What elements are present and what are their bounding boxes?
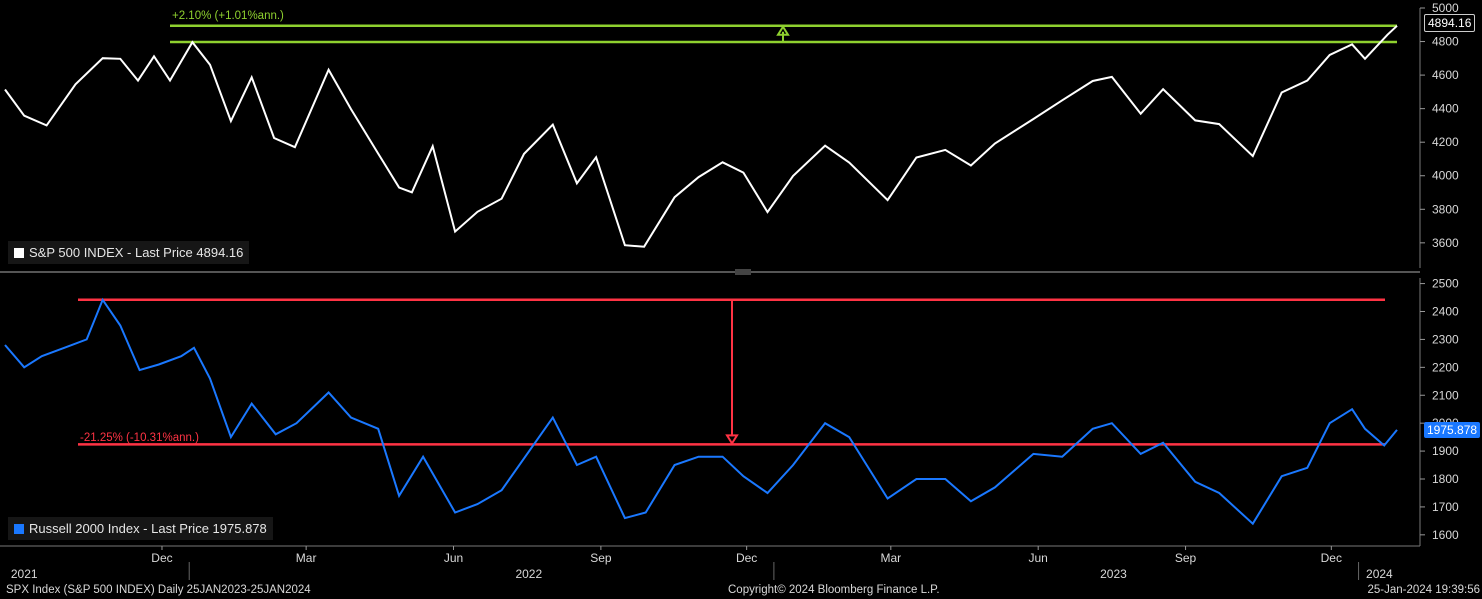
russell-ytick-label: 2300 <box>1432 332 1459 346</box>
sp500-legend: S&P 500 INDEX - Last Price 4894.16 <box>8 241 250 264</box>
russell-ytick-label: 2100 <box>1432 388 1459 402</box>
russell-ytick-label: 2400 <box>1432 305 1459 319</box>
sp500-annotation: +2.10% (+1.01%ann.) <box>172 10 284 22</box>
russell-arrow-head <box>725 434 739 446</box>
sp500-ytick-label: 5000 <box>1432 1 1459 15</box>
x-month-label: Dec <box>736 551 757 565</box>
russell-last-price-tag: 1975.878 <box>1424 422 1481 438</box>
sp500-ytick-label: 4200 <box>1432 135 1459 149</box>
sp500-ytick-label: 4000 <box>1432 169 1459 183</box>
russell-ytick-label: 1800 <box>1432 472 1459 486</box>
x-month-label: Sep <box>1175 551 1197 565</box>
x-month-label: Mar <box>880 551 901 565</box>
x-month-label: Sep <box>590 551 612 565</box>
x-month-label: Jun <box>444 551 463 565</box>
russell-ytick-label: 1700 <box>1432 500 1459 514</box>
footer-copyright: Copyright© 2024 Bloomberg Finance L.P. <box>728 584 940 596</box>
russell-ytick-label: 2200 <box>1432 360 1459 374</box>
sp500-ytick-label: 4800 <box>1432 35 1459 49</box>
russell-ytick-label: 1600 <box>1432 528 1459 542</box>
sp500-ytick-label: 3800 <box>1432 202 1459 216</box>
pane-divider-handle[interactable] <box>735 269 751 275</box>
footer-timestamp: 25-Jan-2024 19:39:56 <box>1367 584 1480 596</box>
russell2000-price-line <box>4 297 1398 526</box>
russell-ytick-label: 1900 <box>1432 444 1459 458</box>
pane-divider[interactable] <box>0 271 1420 273</box>
x-year-label: 2024 <box>1366 567 1393 581</box>
x-year-label: 2021 <box>11 567 38 581</box>
x-month-label: Jun <box>1029 551 1048 565</box>
russell-legend-swatch <box>14 523 24 534</box>
russell-legend-text: Russell 2000 Index - Last Price 1975.878 <box>29 521 267 536</box>
sp500-ytick-label: 3600 <box>1432 236 1459 250</box>
x-month-label: Dec <box>151 551 172 565</box>
sp500-arrow-head <box>776 24 790 36</box>
x-year-label: 2022 <box>515 567 542 581</box>
footer-security: SPX Index (S&P 500 INDEX) Daily 25JAN202… <box>6 584 311 596</box>
sp500-legend-text: S&P 500 INDEX - Last Price 4894.16 <box>29 245 244 260</box>
sp500-last-price-tag: 4894.16 <box>1424 14 1476 32</box>
x-month-label: Dec <box>1321 551 1342 565</box>
russell-annotation: -21.25% (-10.31%ann.) <box>80 432 199 444</box>
russell-legend: Russell 2000 Index - Last Price 1975.878 <box>8 517 273 540</box>
sp500-ytick-label: 4400 <box>1432 102 1459 116</box>
russell-ytick-label: 2500 <box>1432 277 1459 291</box>
sp500-price-line <box>4 25 1398 248</box>
sp500-legend-swatch <box>14 247 24 258</box>
x-month-label: Mar <box>296 551 317 565</box>
x-year-label: 2023 <box>1100 567 1127 581</box>
sp500-ytick-label: 4600 <box>1432 68 1459 82</box>
